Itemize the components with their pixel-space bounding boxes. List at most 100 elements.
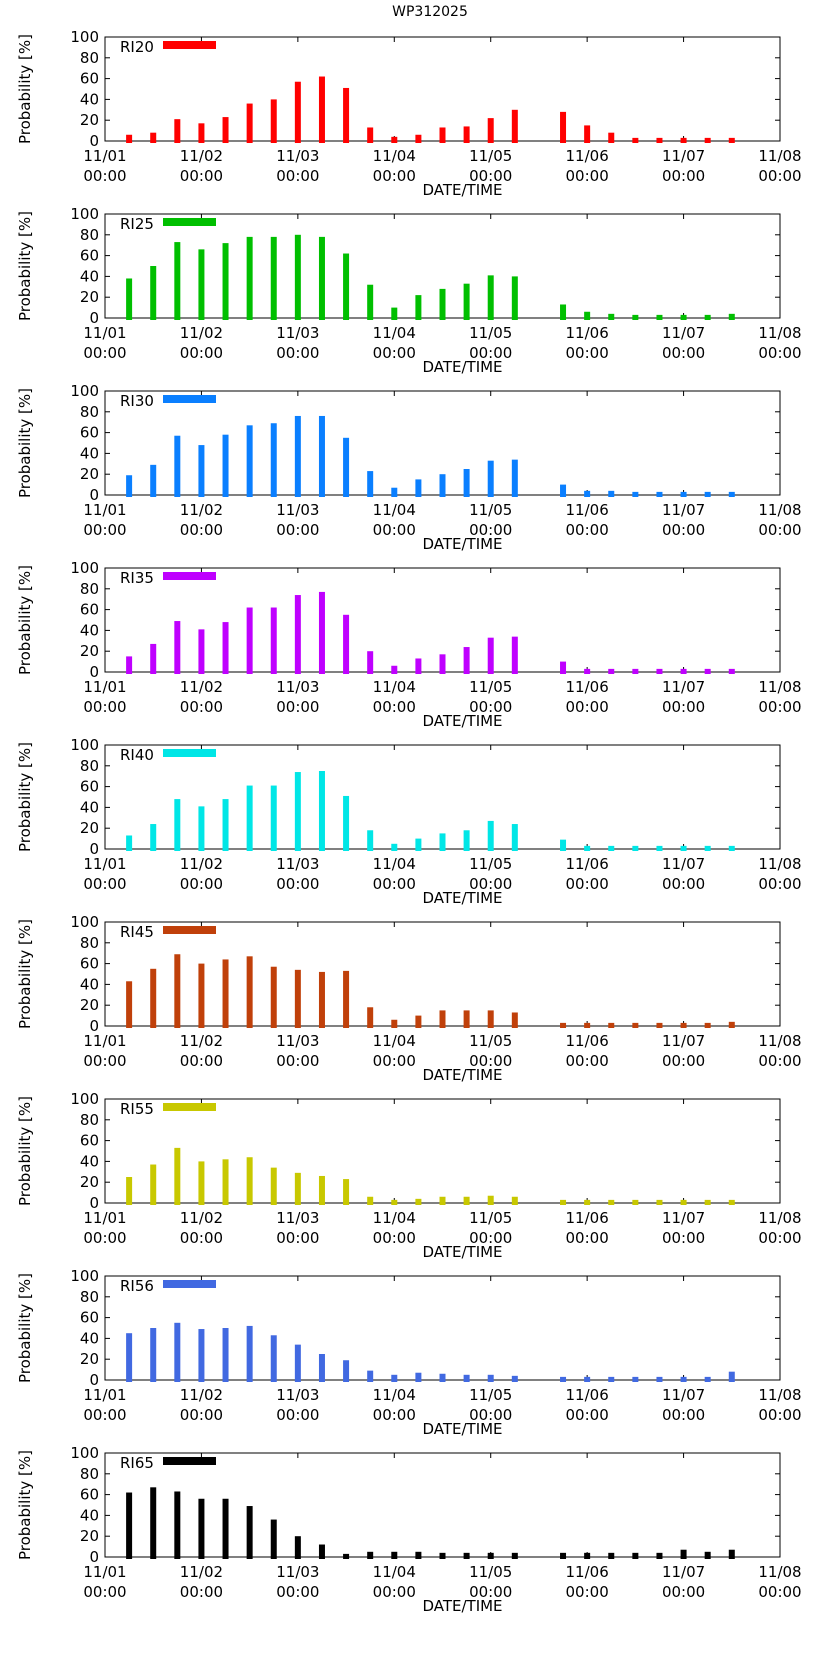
bar <box>560 839 567 851</box>
bar <box>415 1372 422 1382</box>
legend-swatch <box>163 572 216 580</box>
x-tick-label-date: 11/04 <box>373 1386 416 1404</box>
x-tick-label-date: 11/01 <box>83 1386 126 1404</box>
x-tick-label-date: 11/05 <box>469 1386 512 1404</box>
panel-ri45: 0 20 40 60 80 100 11/01 00:00 11/02 00:00 11/03 00:… <box>16 913 802 1084</box>
bar <box>150 464 157 497</box>
bar <box>391 1551 398 1559</box>
y-tick-label: 60 <box>80 1309 99 1327</box>
bar <box>415 1015 422 1028</box>
bar <box>656 1199 663 1205</box>
bar <box>318 76 325 143</box>
legend-label: RI25 <box>120 215 154 233</box>
x-tick-label-date: 11/06 <box>566 855 609 873</box>
x-tick-label-date: 11/05 <box>469 678 512 696</box>
bar <box>511 1375 518 1382</box>
bar <box>174 621 181 674</box>
x-tick-label-date: 11/07 <box>662 1386 705 1404</box>
bar <box>415 838 422 851</box>
x-tick-label-time: 00:00 <box>180 698 223 716</box>
x-tick-label-date: 11/05 <box>469 147 512 165</box>
x-tick-label-date: 11/02 <box>180 147 223 165</box>
bar <box>632 668 639 674</box>
bar <box>222 243 229 320</box>
bar <box>560 1376 567 1382</box>
x-tick-label-date: 11/07 <box>662 1209 705 1227</box>
bar <box>584 845 591 851</box>
bar <box>632 1552 639 1559</box>
plot-frame <box>104 1275 781 1381</box>
y-tick-label: 40 <box>80 621 99 639</box>
bar <box>270 966 277 1028</box>
bar <box>439 288 446 320</box>
panel-ri40: 0 20 40 60 80 100 11/01 00:00 11/02 00:00 11/03 00:… <box>16 736 802 907</box>
y-tick-label: 80 <box>80 1288 99 1306</box>
bar <box>728 1199 735 1205</box>
x-tick-label-time: 00:00 <box>83 521 126 539</box>
legend-swatch <box>163 926 216 934</box>
bar <box>608 845 615 851</box>
bar <box>511 1552 518 1559</box>
x-tick-label-date: 11/02 <box>180 1386 223 1404</box>
x-axis-label: DATE/TIME <box>422 889 502 907</box>
bar <box>415 295 422 320</box>
bar <box>294 969 301 1028</box>
bar <box>415 479 422 497</box>
bar <box>198 445 205 497</box>
y-tick-label: 20 <box>80 1173 99 1191</box>
bar <box>704 1022 711 1028</box>
bar <box>584 1376 591 1382</box>
bar <box>584 125 591 143</box>
bar <box>391 665 398 674</box>
x-tick-label-time: 00:00 <box>469 1229 512 1247</box>
bar <box>198 963 205 1028</box>
x-tick-label-date: 11/01 <box>83 324 126 342</box>
x-tick-label-time: 00:00 <box>662 1229 705 1247</box>
panel-ri20: 0 20 40 60 80 100 11/01 00:00 11/02 00:00 11/03 00:… <box>16 28 802 199</box>
x-tick-label-date: 11/05 <box>469 1563 512 1581</box>
x-axis-label: DATE/TIME <box>422 535 502 553</box>
x-tick-label-time: 00:00 <box>758 875 801 893</box>
x-tick-label-date: 11/08 <box>758 855 801 873</box>
legend-swatch <box>163 1457 216 1465</box>
bar <box>415 1198 422 1205</box>
x-tick-label-date: 11/01 <box>83 855 126 873</box>
bar <box>632 491 639 497</box>
bar <box>150 266 157 320</box>
legend-label: RI40 <box>120 746 154 764</box>
y-tick-label: 20 <box>80 1350 99 1368</box>
bar <box>174 1491 181 1559</box>
x-tick-label-date: 11/04 <box>373 855 416 873</box>
bar <box>198 249 205 320</box>
y-axis-label: Probability [%] <box>16 1273 34 1383</box>
x-tick-label-date: 11/01 <box>83 147 126 165</box>
x-tick-label-time: 00:00 <box>83 1229 126 1247</box>
x-tick-label-time: 00:00 <box>180 521 223 539</box>
bar <box>150 1487 157 1559</box>
bar <box>198 1329 205 1382</box>
bar <box>680 1022 687 1028</box>
bar <box>318 771 325 851</box>
x-tick-label-date: 11/05 <box>469 1032 512 1050</box>
y-tick-label: 0 <box>89 1017 99 1035</box>
bar <box>608 1376 615 1382</box>
bar <box>728 1371 735 1382</box>
x-tick-label-date: 11/02 <box>180 324 223 342</box>
bar <box>632 137 639 143</box>
bar <box>174 242 181 320</box>
legend-label: RI55 <box>120 1100 154 1118</box>
bar <box>415 658 422 674</box>
y-tick-label: 40 <box>80 90 99 108</box>
plot-frame <box>104 1098 781 1204</box>
bar <box>367 1370 374 1382</box>
bar <box>560 111 567 143</box>
bar <box>728 137 735 143</box>
bar <box>391 487 398 497</box>
bar <box>294 234 301 320</box>
bar <box>126 475 133 497</box>
bar <box>343 795 350 851</box>
x-tick-label-time: 00:00 <box>469 521 512 539</box>
bar <box>463 647 470 674</box>
bar <box>656 845 663 851</box>
